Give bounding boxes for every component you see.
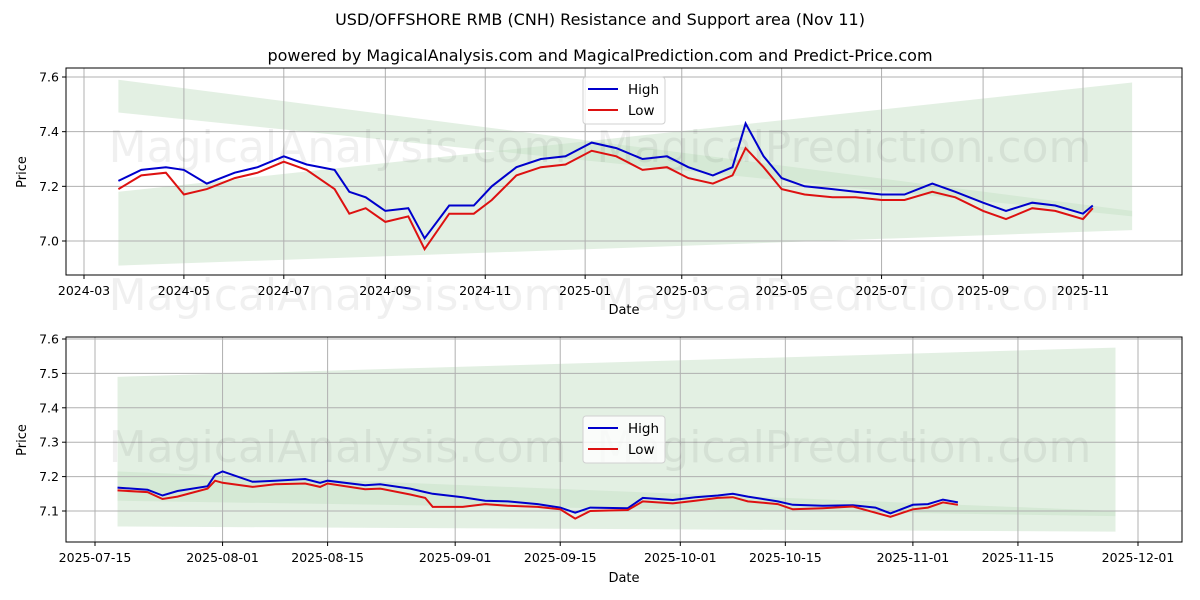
x-tick-label: 2025-11 <box>1057 283 1109 298</box>
bottom-legend: High Low <box>582 415 666 464</box>
y-tick-label: 7.2 <box>39 469 59 484</box>
bottom-low-line <box>117 479 959 520</box>
x-tick-label: 2025-03 <box>656 283 708 298</box>
band-support-outer <box>118 82 1133 266</box>
bottom-axes-frame <box>65 336 1183 543</box>
x-tick-label: 2025-09-01 <box>419 550 492 565</box>
x-tick-label: 2025-11-01 <box>877 550 950 565</box>
band-support-inner <box>117 471 1116 517</box>
top-support-resistance-bands <box>118 79 1133 266</box>
x-tick-label: 2025-11-15 <box>982 550 1055 565</box>
top-y-axis-label: Price <box>15 156 30 188</box>
x-tick-label: 2024-09 <box>359 283 411 298</box>
x-tick-label: 2025-10-01 <box>644 550 717 565</box>
bottom-chart-plot-area: MagicalAnalysis.com MagicalPrediction.com… <box>15 332 1183 586</box>
x-tick-label: 2024-11 <box>459 283 511 298</box>
legend-low-label: Low <box>628 442 655 458</box>
watermark-top-lower: MagicalAnalysis.com MagicalPrediction.com <box>109 270 1092 321</box>
top-low-line <box>117 146 1094 252</box>
legend-high-label: High <box>628 421 659 437</box>
y-tick-label: 7.6 <box>39 70 59 85</box>
x-tick-label: 2025-08-01 <box>186 550 259 565</box>
top-chart-plot-area: MagicalAnalysis.com MagicalPrediction.com… <box>15 67 1183 321</box>
bottom-x-axis-label: Date <box>608 571 639 586</box>
x-tick-label: 2025-12-01 <box>1102 550 1175 565</box>
bottom-high-line <box>117 470 959 515</box>
y-tick-label: 7.5 <box>39 366 59 381</box>
x-tick-label: 2024-03 <box>58 283 110 298</box>
watermark-top: MagicalAnalysis.com MagicalPrediction.com <box>109 122 1092 173</box>
x-tick-label: 2024-07 <box>258 283 310 298</box>
x-tick-label: 2025-10-15 <box>749 550 822 565</box>
chart-subtitle: powered by MagicalAnalysis.com and Magic… <box>267 46 933 65</box>
chart-title: USD/OFFSHORE RMB (CNH) Resistance and Su… <box>335 10 865 29</box>
x-tick-label: 2025-07 <box>855 283 907 298</box>
bottom-axis-ticks: 2025-07-15 2025-08-01 2025-08-15 2025-09-01… <box>39 332 1174 566</box>
x-tick-label: 2025-01 <box>559 283 611 298</box>
y-tick-label: 7.2 <box>39 179 59 194</box>
y-tick-label: 7.4 <box>39 124 59 139</box>
x-tick-label: 2025-05 <box>756 283 808 298</box>
top-high-line <box>117 120 1094 241</box>
y-tick-label: 7.1 <box>39 504 59 519</box>
top-axes-frame <box>65 67 1183 276</box>
top-axis-ticks: 2024-03 2024-05 2024-07 2024-09 2024-11 2025-… <box>39 70 1109 299</box>
x-tick-label: 2025-08-15 <box>291 550 364 565</box>
y-tick-label: 7.3 <box>39 435 59 450</box>
x-tick-label: 2025-09 <box>957 283 1009 298</box>
top-x-axis-label: Date <box>608 303 639 318</box>
legend-low-label: Low <box>628 103 655 119</box>
x-tick-label: 2024-05 <box>158 283 210 298</box>
x-tick-label: 2025-09-15 <box>524 550 597 565</box>
y-tick-label: 7.6 <box>39 332 59 347</box>
watermark-bottom: MagicalAnalysis.com MagicalPrediction.com <box>109 422 1092 473</box>
legend-high-label: High <box>628 82 659 98</box>
x-tick-label: 2025-07-15 <box>59 550 132 565</box>
y-tick-label: 7.0 <box>39 234 59 249</box>
top-legend: High Low <box>582 76 666 125</box>
bottom-y-axis-label: Price <box>15 424 30 456</box>
y-tick-label: 7.4 <box>39 400 59 415</box>
